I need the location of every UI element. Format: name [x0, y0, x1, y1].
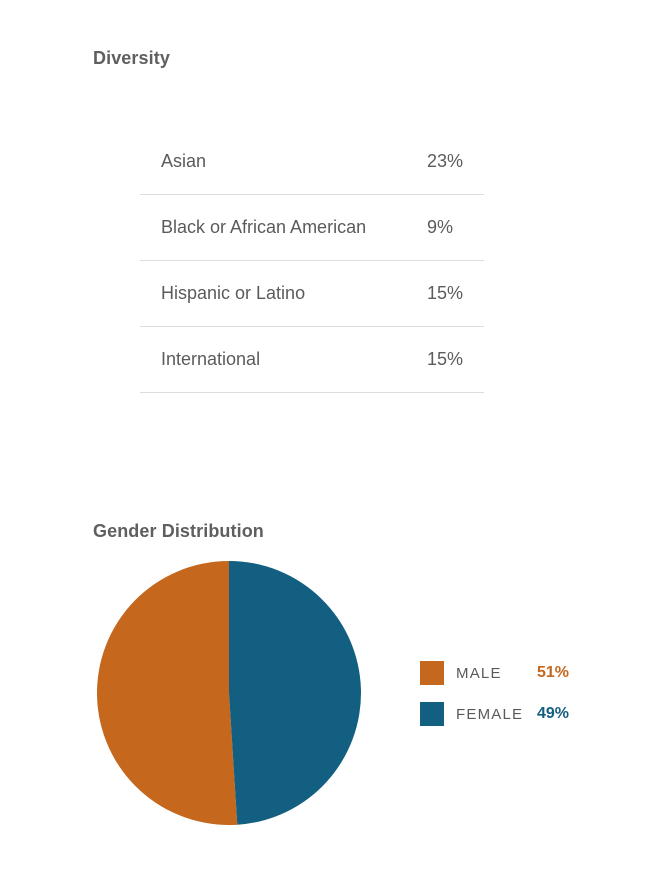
row-value: 23%	[427, 151, 464, 171]
legend-swatch-female	[420, 702, 444, 726]
legend-swatch-male	[420, 661, 444, 685]
row-value: 15%	[427, 349, 464, 369]
legend-label: MALE	[456, 665, 502, 682]
row-label: Asian	[161, 151, 207, 171]
row-label: Black or African American	[161, 217, 367, 237]
pie-slice-male	[97, 561, 238, 825]
gender-distribution-title: Gender Distribution	[93, 521, 264, 541]
row-value: 9%	[427, 217, 454, 237]
table-row: Hispanic or Latino 15%	[140, 261, 484, 327]
diversity-title: Diversity	[93, 48, 170, 68]
row-value: 15%	[427, 283, 464, 303]
table-row: International 15%	[140, 327, 484, 393]
row-label: International	[161, 349, 261, 369]
legend-label: FEMALE	[456, 706, 524, 723]
table-row: Black or African American 9%	[140, 195, 484, 261]
row-label: Hispanic or Latino	[161, 283, 306, 303]
pie-slice-female	[229, 561, 362, 825]
legend-value: 51%	[537, 664, 570, 681]
legend-value: 49%	[537, 705, 570, 722]
gender-pie-chart	[97, 561, 362, 825]
table-row: Asian 23%	[140, 129, 484, 195]
diversity-table: Asian 23% Black or African American 9% H…	[140, 129, 484, 393]
